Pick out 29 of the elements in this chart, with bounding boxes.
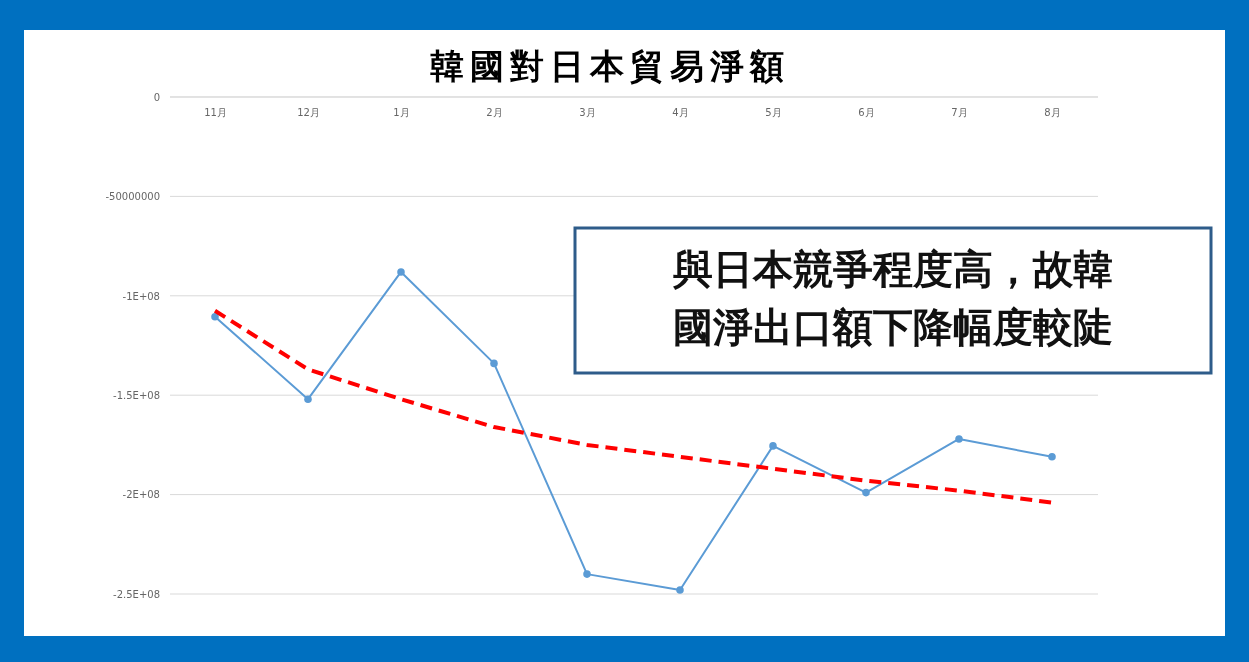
- note-box: 與日本競爭程度高，故韓國淨出口額下降幅度較陡: [573, 226, 1213, 375]
- y-tick-label: -1E+08: [122, 290, 160, 302]
- point: [862, 488, 870, 497]
- x-tick-label: 7月: [951, 107, 968, 119]
- point: [769, 442, 777, 450]
- annotation: 與日本競爭程度高，故韓國淨出口額下降幅度較陡: [672, 245, 1113, 350]
- point: [304, 395, 312, 403]
- y-tick-label: -2.5E+08: [113, 588, 160, 600]
- point: [1048, 453, 1056, 461]
- chart-title: 韓國對日本貿易淨額: [430, 46, 790, 86]
- x-tick-label: 2月: [486, 107, 503, 119]
- point: [490, 359, 498, 368]
- y-tick-label: -50000000: [105, 191, 160, 203]
- x-tick-label: 3月: [579, 107, 596, 119]
- point: [211, 312, 219, 321]
- x-tick-label: 11月: [204, 107, 227, 119]
- point: [955, 435, 963, 443]
- x-tick-label: 6月: [858, 107, 875, 119]
- point: [397, 268, 405, 276]
- y-tick-label: -2E+08: [122, 489, 160, 501]
- point: [583, 570, 591, 578]
- x-tick-label: 8月: [1044, 107, 1061, 119]
- x-tick-label: 4月: [672, 107, 689, 119]
- y-tick-label: 0: [153, 91, 160, 103]
- point: [676, 586, 684, 594]
- x-tick-label: 12月: [297, 107, 320, 119]
- x-tick-label: 5月: [765, 107, 782, 119]
- x-tick-label: 1月: [393, 107, 410, 119]
- y-tick-label: -1.5E+08: [113, 389, 160, 401]
